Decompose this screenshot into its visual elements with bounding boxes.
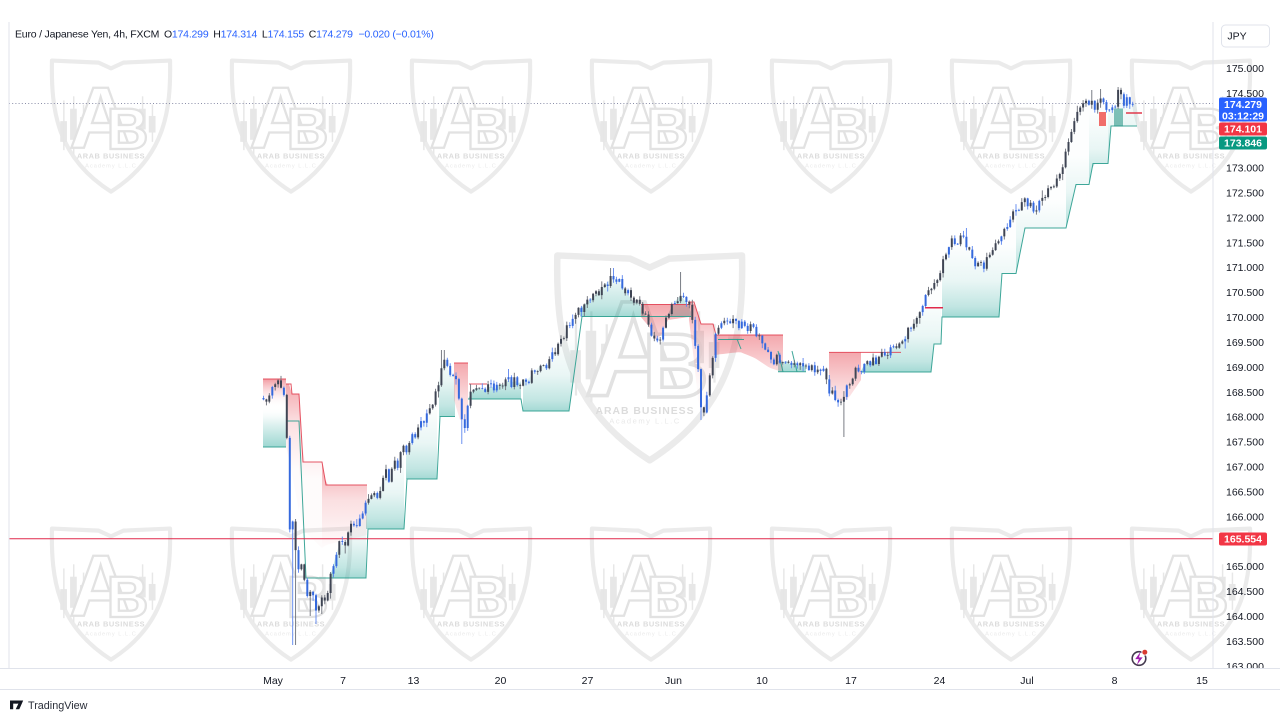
svg-text:165.554: 165.554	[1224, 534, 1262, 546]
svg-text:165.000: 165.000	[1226, 561, 1264, 573]
svg-text:171.000: 171.000	[1226, 262, 1264, 274]
svg-text:173.000: 173.000	[1226, 163, 1264, 175]
svg-text:175.000: 175.000	[1226, 63, 1264, 75]
svg-text:167.500: 167.500	[1226, 437, 1264, 449]
svg-text:174.500: 174.500	[1226, 88, 1264, 100]
svg-text:169.500: 169.500	[1226, 337, 1264, 349]
svg-text:166.500: 166.500	[1226, 487, 1264, 499]
svg-text:03:12:29: 03:12:29	[1222, 111, 1264, 123]
svg-text:164.500: 164.500	[1226, 586, 1264, 598]
svg-text:173.846: 173.846	[1224, 138, 1262, 150]
svg-text:15: 15	[1196, 675, 1208, 687]
svg-text:24: 24	[934, 675, 946, 687]
svg-text:JPY: JPY	[1227, 31, 1246, 43]
svg-text:171.500: 171.500	[1226, 237, 1264, 249]
svg-text:ARAB BUSINESS: ARAB BUSINESS	[595, 406, 694, 417]
svg-text:TradingView: TradingView	[28, 700, 88, 712]
svg-text:27: 27	[582, 675, 594, 687]
svg-text:170.000: 170.000	[1226, 312, 1264, 324]
svg-text:13: 13	[408, 675, 420, 687]
svg-text:174.101: 174.101	[1224, 124, 1262, 136]
svg-text:May: May	[263, 675, 284, 687]
svg-text:Academy L.L.C: Academy L.L.C	[609, 417, 680, 426]
svg-text:163.500: 163.500	[1226, 636, 1264, 648]
svg-text:Jul: Jul	[1020, 675, 1033, 687]
svg-text:10: 10	[756, 675, 768, 687]
svg-text:164.000: 164.000	[1226, 611, 1264, 623]
svg-text:169.000: 169.000	[1226, 362, 1264, 374]
svg-text:8: 8	[1112, 675, 1118, 687]
svg-text:20: 20	[495, 675, 507, 687]
svg-text:168.000: 168.000	[1226, 412, 1264, 424]
svg-text:7: 7	[340, 675, 346, 687]
svg-text:172.500: 172.500	[1226, 188, 1264, 200]
svg-text:17: 17	[845, 675, 857, 687]
svg-text:168.500: 168.500	[1226, 387, 1264, 399]
svg-text:Jun: Jun	[665, 675, 682, 687]
svg-text:167.000: 167.000	[1226, 462, 1264, 474]
svg-text:170.500: 170.500	[1226, 287, 1264, 299]
svg-text:166.000: 166.000	[1226, 511, 1264, 523]
svg-text:174.279: 174.279	[1224, 99, 1262, 111]
svg-text:Euro / Japanese Yen, 4h, FXCM: Euro / Japanese Yen, 4h, FXCM O174.299 H…	[15, 29, 434, 41]
svg-text:172.000: 172.000	[1226, 212, 1264, 224]
